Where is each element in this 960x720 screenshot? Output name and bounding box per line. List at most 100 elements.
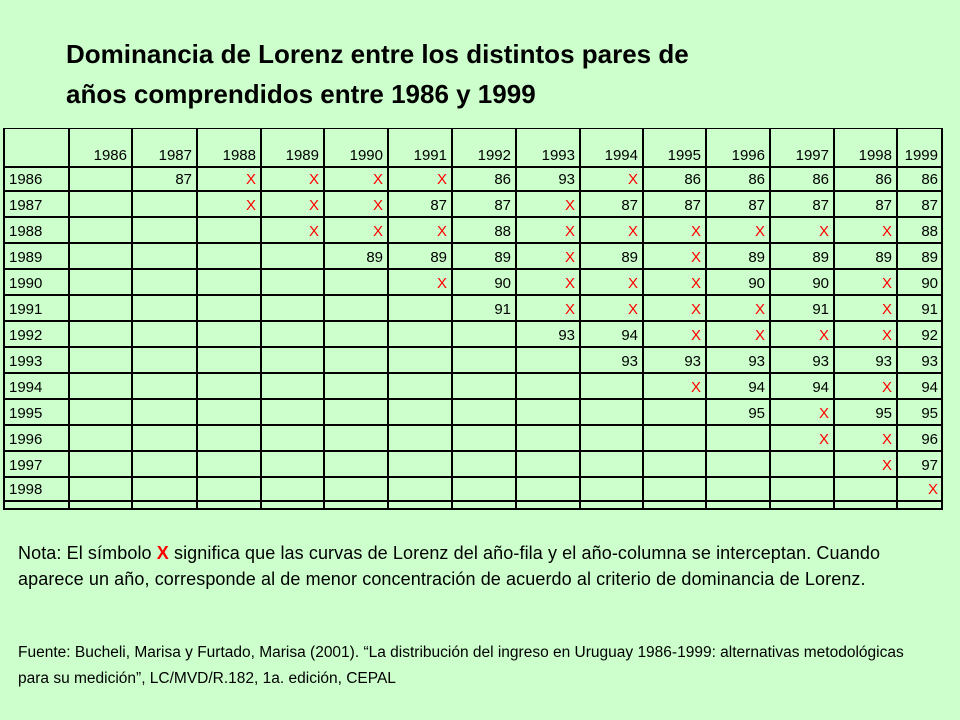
dominant-year-value: 86: [921, 171, 938, 188]
intersection-mark: X: [436, 223, 447, 240]
intersection-mark: X: [372, 171, 383, 188]
intersection-mark: X: [372, 223, 383, 240]
row-header: 1998: [9, 481, 43, 498]
intersection-mark: X: [308, 197, 319, 214]
dominant-year-value: 86: [684, 171, 701, 188]
intersection-mark: X: [436, 275, 447, 292]
dominant-year-value: 87: [875, 197, 892, 214]
table-column-divider: [260, 129, 262, 508]
row-header: 1995: [9, 405, 43, 422]
intersection-mark: X: [754, 327, 765, 344]
dominant-year-value: 87: [684, 197, 701, 214]
dominant-year-value: 95: [875, 405, 892, 422]
row-header: 1991: [9, 301, 43, 318]
table-column-divider: [387, 129, 389, 508]
column-header: 1995: [667, 147, 701, 164]
intersection-mark: X: [881, 379, 892, 396]
column-header: 1993: [541, 147, 575, 164]
table-column-divider: [196, 129, 198, 508]
row-header: 1987: [9, 197, 43, 214]
dominant-year-value: 89: [494, 249, 511, 266]
intersection-mark: X: [564, 249, 575, 266]
table-row-divider: [5, 320, 941, 322]
intersection-mark: X: [690, 249, 701, 266]
intersection-mark: X: [881, 275, 892, 292]
intersection-mark: X: [564, 275, 575, 292]
table-row-divider: [5, 424, 941, 426]
column-header: 1992: [477, 147, 511, 164]
note-prefix: Nota: El símbolo: [18, 543, 157, 563]
dominant-year-value: 89: [430, 249, 447, 266]
intersection-mark: X: [627, 301, 638, 318]
row-header: 1997: [9, 457, 43, 474]
table-row-divider: [5, 242, 941, 244]
dominant-year-value: 87: [812, 197, 829, 214]
table-row-divider: [5, 372, 941, 374]
row-header: 1988: [9, 223, 43, 240]
dominant-year-value: 89: [875, 249, 892, 266]
intersection-mark: X: [436, 171, 447, 188]
table-column-divider: [833, 129, 835, 508]
table-row-divider: [5, 398, 941, 400]
intersection-mark: X: [564, 197, 575, 214]
dominant-year-value: 88: [921, 223, 938, 240]
column-header: 1998: [858, 147, 892, 164]
dominant-year-value: 94: [621, 327, 638, 344]
dominant-year-value: 97: [921, 457, 938, 474]
intersection-mark: X: [564, 301, 575, 318]
intersection-mark: X: [881, 457, 892, 474]
row-header: 1994: [9, 379, 43, 396]
intersection-mark: X: [927, 481, 938, 498]
table-row-divider: [5, 476, 941, 478]
dominant-year-value: 95: [921, 405, 938, 422]
dominant-year-value: 88: [494, 223, 511, 240]
row-header: 1990: [9, 275, 43, 292]
column-header: 1988: [222, 147, 256, 164]
intersection-mark: X: [564, 223, 575, 240]
dominant-year-value: 89: [621, 249, 638, 266]
intersection-mark: X: [818, 327, 829, 344]
table-row-divider: [5, 268, 941, 270]
dominant-year-value: 86: [812, 171, 829, 188]
intersection-mark: X: [754, 223, 765, 240]
column-header: 1989: [285, 147, 319, 164]
table-column-divider: [705, 129, 707, 508]
dominant-year-value: 91: [921, 301, 938, 318]
intersection-mark: X: [690, 223, 701, 240]
dominant-year-value: 94: [812, 379, 829, 396]
dominant-year-value: 94: [921, 379, 938, 396]
table-column-divider: [451, 129, 453, 508]
dominance-table: 1986 1987 1988 1989 1990 1991 1992 1993 1994 1995…: [3, 128, 943, 510]
dominant-year-value: 93: [558, 327, 575, 344]
note-x-symbol: X: [156, 543, 169, 563]
table-row-divider: [5, 500, 941, 502]
table-row-divider: [5, 346, 941, 348]
table-column-divider: [896, 129, 898, 508]
intersection-mark: X: [818, 223, 829, 240]
dominant-year-value: 90: [812, 275, 829, 292]
dominant-year-value: 87: [175, 171, 192, 188]
intersection-mark: X: [627, 223, 638, 240]
dominant-year-value: 89: [812, 249, 829, 266]
dominant-year-value: 96: [921, 431, 938, 448]
table-row-divider: [5, 450, 941, 452]
dominant-year-value: 89: [921, 249, 938, 266]
dominant-year-value: 86: [748, 171, 765, 188]
dominant-year-value: 87: [621, 197, 638, 214]
column-header: 1987: [158, 147, 192, 164]
dominant-year-value: 93: [748, 353, 765, 370]
title-line-2: años comprendidos entre 1986 y 1999: [66, 79, 536, 109]
dominant-year-value: 90: [748, 275, 765, 292]
row-header: 1986: [9, 171, 43, 188]
title-line-1: Dominancia de Lorenz entre los distintos…: [66, 39, 689, 69]
intersection-mark: X: [627, 275, 638, 292]
dominant-year-value: 87: [921, 197, 938, 214]
column-header: 1997: [795, 147, 829, 164]
table-column-divider: [323, 129, 325, 508]
dominant-year-value: 93: [621, 353, 638, 370]
intersection-mark: X: [881, 327, 892, 344]
dominant-year-value: 93: [875, 353, 892, 370]
column-header: 1999: [904, 147, 938, 164]
table-column-divider: [68, 129, 70, 508]
dominant-year-value: 95: [748, 405, 765, 422]
